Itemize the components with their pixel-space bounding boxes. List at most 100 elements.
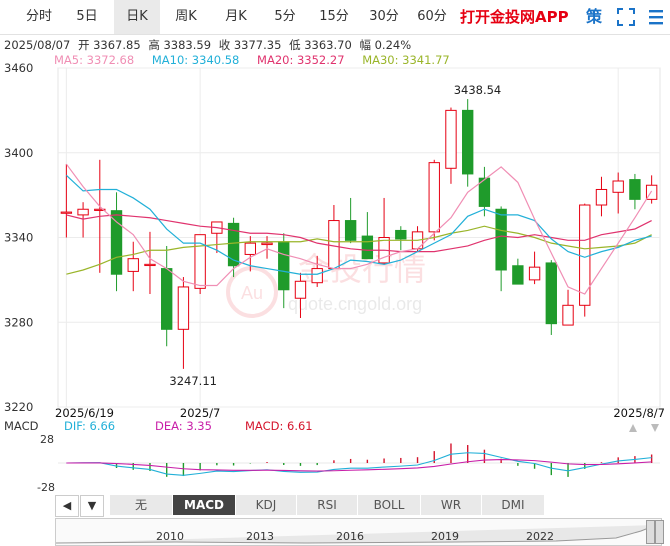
open-app-link[interactable]: 打开金投网APP xyxy=(460,8,569,26)
candle-body-up xyxy=(177,286,190,330)
tab-daily-k[interactable]: 日K xyxy=(114,0,160,34)
candle-body-up xyxy=(261,242,273,246)
candle xyxy=(110,192,123,292)
ma30-line xyxy=(66,225,652,275)
indicator-none[interactable]: 无 xyxy=(110,495,173,515)
indicator-rsi[interactable]: RSI xyxy=(297,495,358,515)
indicator-bar: ◀ ▼ 无 MACD KDJ RSI BOLL WR DMI xyxy=(0,495,670,517)
menu-icon[interactable] xyxy=(648,8,664,26)
navigator-year: 2022 xyxy=(526,530,554,543)
navigator-year: 2013 xyxy=(246,530,274,543)
macd-header: MACD DIF: 6.66 DEA: 3.35 MACD: 6.61 28 -… xyxy=(4,419,313,494)
tab-30min[interactable]: 30分 xyxy=(369,9,399,24)
kline-chart[interactable]: Au 金投行情 quote.cngold.org 3460 3400 3340 328… xyxy=(0,0,670,495)
candle-body-down xyxy=(462,109,474,175)
info-change: 幅 0.24% xyxy=(359,38,412,52)
macd-title: MACD xyxy=(4,419,39,433)
tab-weekly-k[interactable]: 周K xyxy=(175,9,197,24)
candle-body-up xyxy=(77,208,89,216)
tab-5day[interactable]: 5日 xyxy=(76,9,98,24)
watermark-logo-circle xyxy=(226,266,278,318)
tab-intraday[interactable]: 分时 xyxy=(25,9,52,24)
candle xyxy=(579,203,591,317)
ma20-line xyxy=(66,214,652,253)
indicator-kdj[interactable]: KDJ xyxy=(236,495,297,515)
candle-body-down xyxy=(361,235,374,260)
info-open: 开 3367.85 xyxy=(77,38,141,52)
candle xyxy=(562,289,574,326)
candle xyxy=(361,212,374,260)
candle-body-up xyxy=(428,162,440,233)
macd-dif: DIF: 6.66 xyxy=(64,419,115,433)
navigator-sparkline xyxy=(56,524,657,544)
navigator-year: 2010 xyxy=(156,530,184,543)
candle-body-up xyxy=(244,242,256,255)
candle-body-down xyxy=(395,229,407,240)
candle xyxy=(612,172,624,214)
scroll-up-icon xyxy=(629,424,637,432)
tab-monthly-k[interactable]: 月K xyxy=(225,9,247,24)
macd-dea: DEA: 3.35 xyxy=(155,419,212,433)
time-navigator[interactable]: 2010 2013 2016 2019 2022 xyxy=(55,518,662,546)
x-tick-label: 2025/8/7 xyxy=(613,406,665,420)
ma5-value: MA5: 3372.68 xyxy=(54,53,135,67)
candle xyxy=(311,255,323,287)
candle xyxy=(411,226,424,252)
candle-body-up xyxy=(328,220,340,270)
candle xyxy=(177,277,190,369)
navigator-year: 2019 xyxy=(431,530,459,543)
navigator-handle-left[interactable] xyxy=(646,520,655,544)
dif-line xyxy=(66,452,652,476)
candle xyxy=(395,226,407,251)
candle xyxy=(144,231,156,294)
ma20-value: MA20: 3352.27 xyxy=(257,53,345,67)
candle-body-up xyxy=(579,204,591,306)
candle-body-down xyxy=(344,220,357,241)
y-tick-label: 3340 xyxy=(4,231,33,245)
candle xyxy=(462,99,474,187)
fullscreen-icon[interactable] xyxy=(617,8,635,26)
tab-15min[interactable]: 15分 xyxy=(319,9,349,24)
candle-body-down xyxy=(110,210,123,275)
indicator-boll[interactable]: BOLL xyxy=(358,495,421,515)
candle-body-up xyxy=(562,304,574,326)
indicator-dmi[interactable]: DMI xyxy=(482,495,545,515)
info-close: 收 3377.35 xyxy=(218,38,282,52)
y-tick-label: 3400 xyxy=(4,146,33,160)
info-date: 2025/08/07 xyxy=(4,38,71,52)
prev-button[interactable]: ◀ xyxy=(55,495,79,517)
y-tick-label: 3460 xyxy=(4,61,33,75)
tab-5min[interactable]: 5分 xyxy=(274,9,296,24)
indicator-macd[interactable]: MACD xyxy=(173,495,236,515)
x-tick-label: 2025/7 xyxy=(180,406,220,420)
candle xyxy=(478,166,491,217)
y-axis-ticks: 3460 3400 3340 3280 3220 xyxy=(4,61,33,414)
candle-body-up xyxy=(528,266,541,281)
candle xyxy=(344,197,357,244)
candle-body-down xyxy=(478,177,491,207)
candle-body-down xyxy=(495,208,507,271)
candle xyxy=(445,107,457,184)
info-high: 高 3383.59 xyxy=(148,38,212,52)
candle xyxy=(645,175,658,204)
ma10-line xyxy=(65,174,652,275)
tab-60min[interactable]: 60分 xyxy=(417,9,447,24)
macd-ytick-bottom: -28 xyxy=(37,481,55,494)
high-annotation: 3438.54 xyxy=(454,83,502,97)
strategy-button[interactable]: 策 xyxy=(586,7,603,26)
candle-body-up xyxy=(294,280,307,299)
macd-histogram xyxy=(58,443,660,477)
ma-legend: MA5: 3372.68 MA10: 3340.58 MA20: 3352.27… xyxy=(54,53,464,67)
candle-body-up xyxy=(94,208,106,211)
candle xyxy=(545,260,557,335)
dea-line xyxy=(66,458,652,472)
candle xyxy=(512,258,524,285)
next-button[interactable]: ▼ xyxy=(80,495,104,517)
ohlc-info: 2025/08/07 开 3367.85 高 3383.59 收 3377.35… xyxy=(4,37,415,53)
ma10-value: MA10: 3340.58 xyxy=(151,53,240,67)
ma-lines xyxy=(65,163,653,295)
y-tick-label: 3280 xyxy=(4,315,33,329)
candle xyxy=(629,173,641,210)
navigator-handle-right[interactable] xyxy=(655,520,664,544)
indicator-wr[interactable]: WR xyxy=(421,495,482,515)
